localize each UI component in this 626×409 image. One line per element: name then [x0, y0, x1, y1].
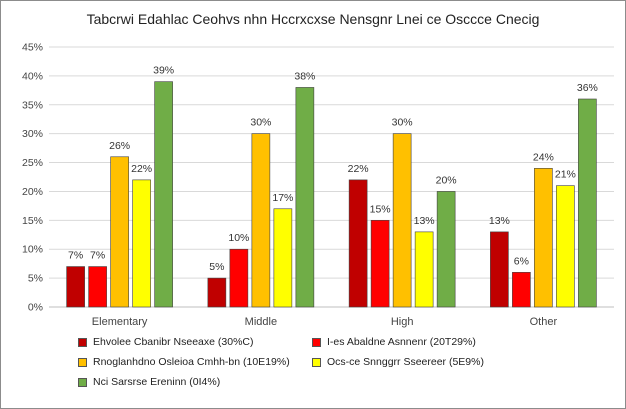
data-label: 30%: [392, 117, 413, 129]
x-tick-label: Middle: [245, 316, 277, 328]
legend-swatch: [78, 337, 87, 347]
legend-item: I-es Abaldne Asnnenr (20T29%): [312, 336, 476, 348]
legend-item: Ehvolee Cbanibr Nseeaxe (30%C): [78, 336, 254, 348]
legend-label: Nci Sarsrse Ereninn (0I4%): [93, 376, 221, 388]
data-label: 7%: [68, 250, 83, 262]
data-label: 38%: [294, 70, 315, 82]
bar: [534, 168, 553, 308]
legend-item: Ocs-ce Snnggrr Sseereer (5E9%): [312, 356, 484, 368]
legend-item: Rnoglanhdno Osleioa Cmhh-bn (10E19%): [78, 356, 290, 368]
bar: [436, 191, 456, 308]
bar: [132, 179, 151, 308]
legend-item: Nci Sarsrse Ereninn (0I4%): [78, 376, 220, 388]
legend-swatch: [78, 377, 87, 387]
bar: [66, 266, 85, 308]
bar: [392, 133, 412, 308]
bar: [370, 220, 390, 308]
data-label: 20%: [436, 174, 457, 186]
bar: [556, 185, 575, 308]
y-tick-label: 5%: [28, 273, 43, 285]
bar: [110, 156, 129, 308]
y-tick-label: 35%: [22, 99, 43, 111]
data-label: 15%: [370, 203, 391, 215]
legend-swatch: [78, 357, 87, 367]
x-tick-label: High: [391, 316, 414, 328]
y-tick-label: 25%: [22, 157, 43, 169]
bar: [229, 248, 249, 308]
data-label: 22%: [131, 163, 152, 175]
bar: [490, 231, 509, 308]
data-label: 6%: [514, 255, 529, 267]
data-label: 30%: [250, 117, 271, 129]
data-label: 36%: [577, 82, 598, 94]
x-tick-label: Elementary: [92, 316, 148, 328]
legend-label: Ocs-ce Snnggrr Sseereer (5E9%): [327, 356, 484, 368]
bar: [348, 179, 368, 308]
bar: [578, 98, 597, 308]
data-label: 26%: [109, 140, 130, 152]
y-tick-label: 45%: [22, 42, 43, 54]
data-label: 22%: [348, 163, 369, 175]
bar: [414, 231, 434, 308]
bar: [512, 272, 531, 308]
data-label: 21%: [555, 169, 576, 181]
y-tick-label: 20%: [22, 186, 43, 198]
bar: [251, 133, 271, 308]
y-tick-label: 40%: [22, 70, 43, 82]
data-label: 17%: [272, 192, 293, 204]
data-label: 5%: [209, 261, 224, 273]
legend-swatch: [312, 357, 321, 367]
bar: [273, 208, 293, 308]
data-label: 39%: [153, 65, 174, 77]
data-label: 7%: [90, 250, 105, 262]
data-label: 24%: [533, 151, 554, 163]
legend-label: Rnoglanhdno Osleioa Cmhh-bn (10E19%): [93, 356, 290, 368]
data-label: 13%: [414, 215, 435, 227]
bar: [295, 87, 315, 308]
y-tick-label: 30%: [22, 128, 43, 140]
y-tick-label: 15%: [22, 215, 43, 227]
bar: [207, 277, 227, 308]
y-tick-label: 10%: [22, 244, 43, 256]
bar: [88, 266, 107, 308]
x-tick-label: Other: [530, 316, 558, 328]
legend-label: Ehvolee Cbanibr Nseeaxe (30%C): [93, 336, 254, 348]
y-tick-label: 0%: [28, 302, 43, 314]
legend-label: I-es Abaldne Asnnenr (20T29%): [327, 336, 476, 348]
bar: [154, 81, 173, 308]
legend-swatch: [312, 337, 321, 347]
chart-title: Tabcrwi Edahlac Ceohvs nhn Hccrxcxse Nen…: [86, 11, 540, 27]
data-label: 10%: [228, 232, 249, 244]
data-label: 13%: [489, 215, 510, 227]
